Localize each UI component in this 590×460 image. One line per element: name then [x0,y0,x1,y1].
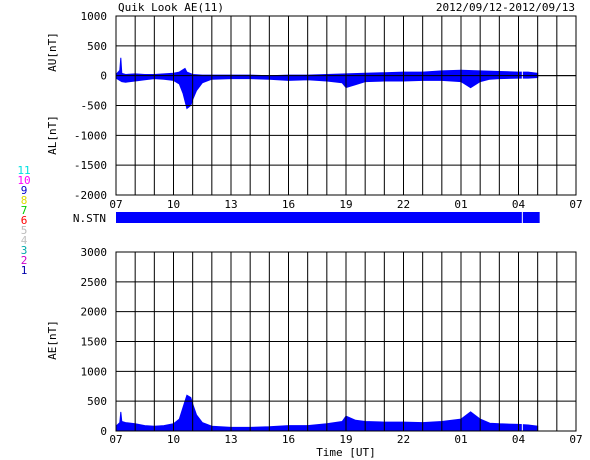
station-count-label: 3 [21,244,28,257]
station-count-bar [116,212,540,223]
au-al-y-tick-label: -2000 [74,189,107,202]
ae-y-ticks: 3000 2500 2000 1500 1000 500 0 [81,246,108,438]
station-count-label: 11 [17,164,30,177]
station-count-label: 10 [17,174,30,187]
ae-y-tick-label: 1000 [81,365,108,378]
ae-x-tick-label: 10 [167,433,180,446]
station-count-fill [116,212,540,223]
ae-x-tick-label: 01 [454,433,467,446]
ae-x-tick-label: 22 [397,433,410,446]
ae-x-tick-label: 07 [569,433,582,446]
ae-x-tick-label: 16 [282,433,295,446]
ae-grid [115,251,577,432]
ae-frame [115,251,577,432]
station-count-label: 9 [21,184,28,197]
ae-y-tick-label: 3000 [81,246,108,259]
au-al-x-tick-label: 07 [569,198,582,211]
ae-y-tick-label: 0 [100,425,107,438]
ae-y-tick-label: 1500 [81,336,108,349]
au-al-x-tick-label: 04 [512,198,526,211]
au-al-grid [115,15,577,196]
au-al-y-tick-label: 1000 [81,10,108,23]
au-al-y-tick-label: -1500 [74,159,107,172]
ae-y-tick-label: 2500 [81,276,108,289]
au-al-x-ticks: 07 10 13 16 19 22 01 04 07 [109,198,582,211]
ae-x-tick-label: 04 [512,433,526,446]
au-axis-label: AU[nT] [46,32,59,72]
ae-axis-label: AE[nT] [46,320,59,360]
au-al-panel: 1000 500 0 -500 -1000 -1500 -2000 AU[nT] AL[nT… [46,10,577,202]
au-al-y-tick-label: 0 [100,70,107,83]
station-count-label: 8 [21,194,28,207]
chart-title: Quik Look AE(11) [118,1,224,14]
ae-x-ticks: 07 10 13 16 19 22 01 04 07 [109,433,582,446]
ae-panel: 3000 2500 2000 1500 1000 500 0 AE[nT] [46,246,577,438]
au-al-y-ticks: 1000 500 0 -500 -1000 -1500 -2000 [74,10,107,202]
au-al-y-tick-label: 500 [87,40,107,53]
al-axis-label: AL[nT] [46,115,59,155]
station-count-label: 4 [21,234,28,247]
au-al-frame [115,15,577,196]
station-count-label: 1 [21,264,28,277]
au-al-x-tick-label: 16 [282,198,295,211]
ae-x-tick-label: 07 [109,433,122,446]
au-al-x-tick-label: 13 [224,198,237,211]
station-count-label: 7 [21,204,28,217]
ae-y-tick-label: 500 [87,395,107,408]
date-range: 2012/09/12-2012/09/13 [436,1,575,14]
ae-y-tick-label: 2000 [81,306,108,319]
station-count-label: 6 [21,214,28,227]
ae-x-tick-label: 19 [339,433,352,446]
station-count-label: 5 [21,224,28,237]
station-axis-label: N.STN [73,212,106,225]
au-al-x-tick-label: 19 [339,198,352,211]
station-count-label: 2 [21,254,28,267]
au-al-x-tick-label: 10 [167,198,180,211]
ae-x-tick-label: 13 [224,433,237,446]
au-al-y-tick-label: -1000 [74,129,107,142]
au-al-y-tick-label: -500 [81,100,108,113]
au-al-x-tick-label: 01 [454,198,467,211]
au-al-x-tick-label: 07 [109,198,122,211]
x-axis-label: Time [UT] [316,446,376,459]
au-al-x-tick-label: 22 [397,198,410,211]
